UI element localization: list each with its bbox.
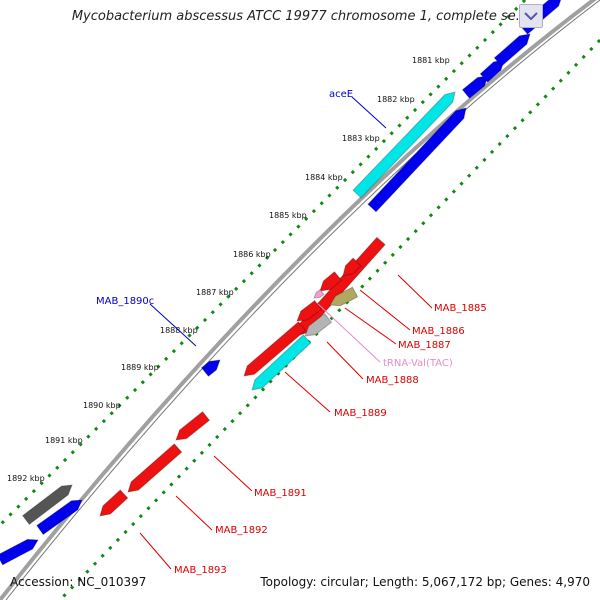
connector-line [317,303,381,363]
gene-MAB_1892-arrow-outline [127,443,183,493]
connector-line [326,341,364,380]
gene-MAB_1886-arrow[interactable] [343,258,361,276]
gene-arrow-outline [36,499,83,536]
connector-line [284,371,331,413]
ruler-tick-label: 1891 kbp [45,436,83,445]
page-title: Mycobacterium abscessus ATCC 19977 chrom… [71,9,529,24]
gene-MAB_1886-arrow-outline [342,257,362,277]
ruler-tick-label: 1881 kbp [412,56,450,65]
gene-MAB_1884-arrow[interactable] [367,108,466,212]
connector-line [213,455,253,492]
gene-MAB_1888-arrow-outline [296,299,323,322]
label-MAB_1888[interactable]: MAB_1888 [366,375,419,386]
gene-arrow[interactable] [0,539,38,565]
gene-tRNA-Val-arrow[interactable] [314,289,324,298]
ruler-tick-label: 1882 kbp [377,95,415,104]
topology-text: Topology: circular; Length: 5,067,172 bp… [260,575,590,589]
connector-line [149,303,197,347]
label-MAB_1891[interactable]: MAB_1891 [254,488,307,499]
gene-tRNA-block-outline [304,312,333,337]
gene-MAB_1892c-arrow-outline [21,484,73,526]
label-MAB_1893[interactable]: MAB_1893 [174,565,227,576]
connector-line [344,307,397,345]
gene-arrow-outline [0,538,39,566]
label-MAB_1887[interactable]: MAB_1887 [398,340,451,351]
label-connectors [139,96,433,570]
gene-arrow-outline [243,321,307,377]
label-aceE[interactable]: aceE [329,89,353,100]
gene-MAB_1889-cyan-arrow[interactable] [252,334,311,390]
gene-tRNA-Val-arrow-outline [313,288,325,299]
gene-MAB_1891-arrow[interactable] [176,411,210,440]
gene-MAB_1889-cyan-arrow-outline [251,334,312,391]
gene-MAB_1890c-arrow-outline [200,359,221,377]
gene-track [0,0,562,566]
gene-arrow[interactable] [494,34,530,67]
ruler-tick-label: 1886 kbp [233,250,271,259]
ruler-tick-label: 1887 kbp [196,288,234,297]
gene-MAB_1890c-arrow[interactable] [201,360,220,377]
gene-olive-arrow-outline [329,286,359,307]
gene-MAB_1887-arrow-outline [319,271,343,292]
gene-aceE-arrow-outline [352,91,456,199]
label-MAB_1886[interactable]: MAB_1886 [412,326,465,337]
scroll-button[interactable] [519,4,543,28]
connector-line [351,96,387,129]
ruler-tick-label: 1890 kbp [83,401,121,410]
ruler-tick-label: 1884 kbp [305,173,343,182]
connector-line [397,274,433,309]
label-tRNA-Val[interactable]: tRNA-Val(TAC) [383,358,453,369]
gene-MAB_1887-arrow[interactable] [320,271,342,291]
gene-MAB_1893-arrow[interactable] [100,489,128,516]
gene-MAB_1888-arrow[interactable] [297,300,322,321]
gene-MAB_1884-arrow-outline [367,107,467,213]
gene-arrow[interactable] [480,60,504,83]
label-MAB_1892[interactable]: MAB_1892 [215,525,268,536]
gene-arrow[interactable] [36,500,82,535]
gene-aceE-arrow[interactable] [353,92,455,198]
gene-arrow-outline [461,75,489,99]
chromosome-backbone-shadow [5,0,600,600]
ruler-tick-label: 1889 kbp [121,363,159,372]
connector-line [359,289,411,331]
ruler-tick-label: 1883 kbp [342,134,380,143]
gene-MAB_1891-arrow-outline [175,411,211,441]
connector-line [139,532,172,570]
gene-olive-arrow[interactable] [330,287,358,306]
label-MAB_1889[interactable]: MAB_1889 [334,408,387,419]
label-MAB_1885[interactable]: MAB_1885 [434,303,487,314]
gene-arrow[interactable] [244,321,306,376]
gene-arrow[interactable] [462,76,488,99]
gene-tRNA-block[interactable] [305,313,332,336]
gene-MAB_1892-arrow[interactable] [128,443,182,492]
ruler-tick-label: 1885 kbp [269,211,307,220]
label-MAB_1890c[interactable]: MAB_1890c [96,296,154,307]
gene-MAB_1892c-arrow[interactable] [22,485,72,525]
connector-line [175,495,213,531]
ruler-tick-label: 1892 kbp [7,474,45,483]
gene-MAB_1893-arrow-outline [99,489,129,517]
chevron-icon [524,12,538,21]
accession-text: Accession: NC_010397 [10,575,147,589]
gene-arrow-outline [493,33,531,67]
